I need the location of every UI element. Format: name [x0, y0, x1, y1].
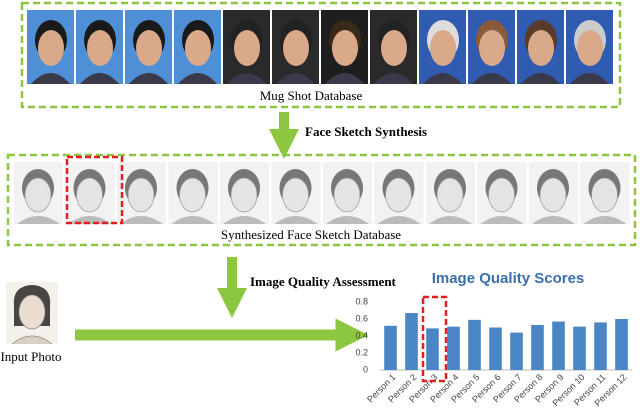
sketch-body: [171, 216, 215, 224]
photo-body: [521, 73, 560, 84]
sketch-body: [223, 216, 266, 224]
sketch-body: [532, 216, 575, 224]
photo-face: [430, 30, 456, 66]
photo-face: [234, 30, 260, 66]
photo-body: [374, 73, 413, 84]
bar: [426, 328, 439, 370]
photo-body: [570, 73, 609, 84]
bar: [615, 319, 628, 370]
sketch-face: [24, 177, 52, 213]
y-tick-label: 0.8: [355, 296, 368, 306]
bar: [510, 332, 523, 370]
sketch-body: [377, 216, 421, 224]
bar: [384, 325, 397, 370]
photo-face: [528, 30, 554, 66]
input-photo: [6, 282, 58, 345]
sketch-face: [436, 177, 464, 213]
bar: [552, 321, 565, 370]
photo-face: [283, 30, 309, 66]
photo-face: [185, 30, 211, 66]
y-tick-label: 0.2: [355, 347, 368, 357]
sketch-body: [480, 216, 524, 224]
mug-shot-box: [20, 1, 622, 109]
photo-face: [38, 30, 64, 66]
bar: [489, 327, 502, 370]
sketch-face: [333, 177, 361, 213]
photo-body: [178, 73, 217, 84]
sketch-face: [230, 177, 258, 213]
photo-face: [479, 30, 505, 66]
photo-body: [129, 73, 168, 84]
y-tick-label: 0.4: [355, 330, 368, 340]
bar: [531, 324, 544, 370]
synthesis-label: Face Sketch Synthesis: [305, 124, 427, 139]
photo-body: [227, 73, 266, 84]
bar: [468, 319, 481, 370]
face-images: [14, 10, 630, 224]
selected-bar: [421, 295, 448, 383]
photo-body: [325, 73, 364, 84]
sketch-body: [429, 216, 472, 224]
photo-face: [136, 30, 162, 66]
bar: [447, 326, 460, 370]
assessment-label: Image Quality Assessment: [250, 274, 397, 289]
bar: [573, 326, 586, 370]
sketch-face: [76, 177, 103, 213]
photo-face: [87, 30, 113, 66]
sketch-face: [179, 177, 206, 213]
bar: [594, 322, 607, 370]
sketch-face: [385, 177, 412, 213]
bar: [405, 313, 418, 370]
photo-body: [276, 73, 315, 84]
sketch-body: [274, 216, 318, 224]
sketch-body: [120, 216, 163, 224]
mug-shot-label: Mug Shot Database: [260, 88, 363, 103]
photo-face: [577, 30, 603, 66]
photo-body: [423, 73, 462, 84]
sketch-body: [17, 216, 60, 224]
photo-face: [381, 30, 407, 66]
chart-title: Image Quality Scores: [432, 270, 585, 287]
photo-body: [80, 73, 119, 84]
sketch-face: [591, 177, 618, 213]
sketch-body: [583, 216, 627, 224]
photo-face: [332, 30, 358, 66]
y-tick-label: 0: [363, 364, 368, 374]
sketch-db-label: Synthesized Face Sketch Database: [221, 227, 401, 242]
sketch-box: [6, 153, 637, 247]
input-label: Input Photo: [0, 349, 61, 364]
sketch-face: [127, 177, 155, 213]
photo-body: [31, 73, 70, 84]
sketch-face: [539, 177, 567, 213]
photo-body: [472, 73, 511, 84]
y-tick-label: 0.6: [355, 313, 368, 323]
sketch-face: [282, 177, 309, 213]
sketch-face: [488, 177, 515, 213]
sketch-body: [326, 216, 369, 224]
selected-sketch: [65, 155, 124, 225]
